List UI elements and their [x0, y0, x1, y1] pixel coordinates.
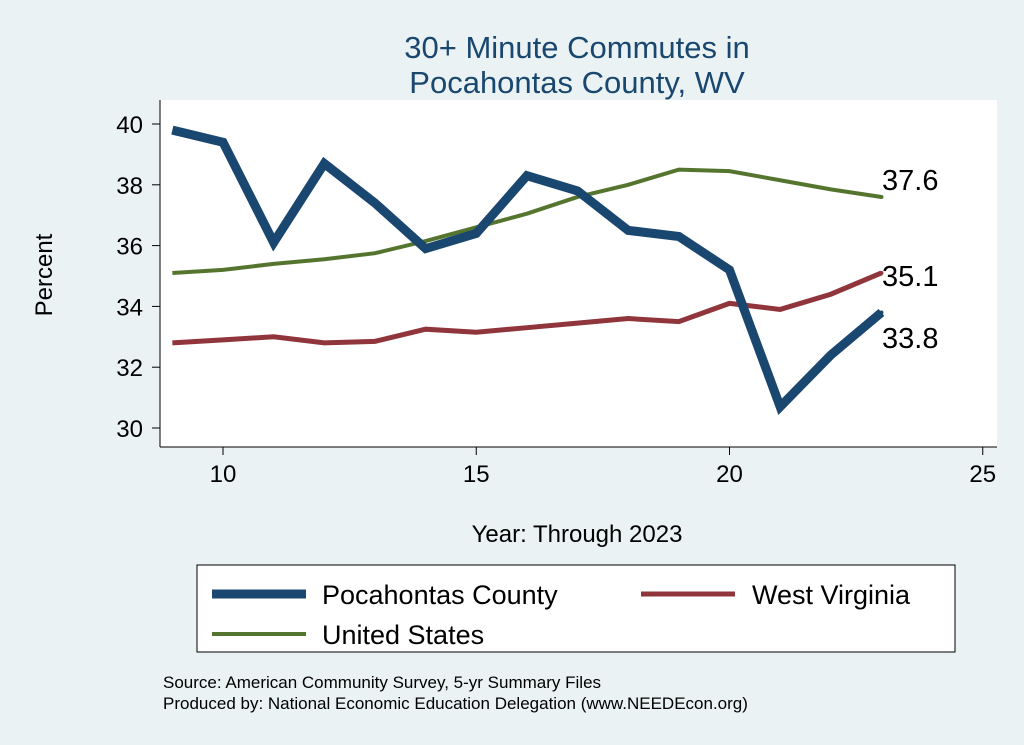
produced-by-note: Produced by: National Economic Education…	[163, 694, 748, 713]
chart-title-line2: Pocahontas County, WV	[409, 65, 745, 100]
chart-title-line1: 30+ Minute Commutes in	[404, 30, 749, 65]
legend	[196, 564, 956, 653]
end-point	[879, 194, 884, 199]
end-label: 35.1	[882, 261, 938, 293]
x-tick-label: 20	[716, 461, 743, 488]
source-note: Source: American Community Survey, 5-yr …	[163, 673, 601, 692]
y-tick-label: 34	[116, 294, 143, 321]
y-tick-label: 36	[116, 234, 143, 261]
y-axis-label: Percent	[31, 233, 58, 316]
series-line-pocahontas-county	[171, 125, 885, 415]
legend-label: Pocahontas County	[322, 580, 558, 610]
end-label: 33.8	[882, 323, 938, 355]
end-label: 37.6	[882, 165, 938, 197]
end-point	[879, 270, 884, 275]
y-tick-label: 30	[116, 416, 143, 443]
legend-label: West Virginia	[752, 580, 911, 610]
x-axis-label: Year: Through 2023	[472, 521, 683, 548]
end-point	[879, 310, 884, 315]
x-tick-label: 25	[969, 461, 996, 488]
series-line-west-virginia	[172, 270, 883, 346]
legend-label: United States	[322, 620, 484, 650]
x-tick-label: 15	[463, 461, 490, 488]
y-tick-label: 38	[116, 173, 143, 200]
y-tick-label: 32	[116, 355, 143, 382]
plot-area	[160, 100, 997, 447]
series-line-united-states	[172, 167, 882, 275]
x-tick-label: 10	[210, 461, 237, 488]
y-tick-label: 40	[116, 112, 143, 139]
